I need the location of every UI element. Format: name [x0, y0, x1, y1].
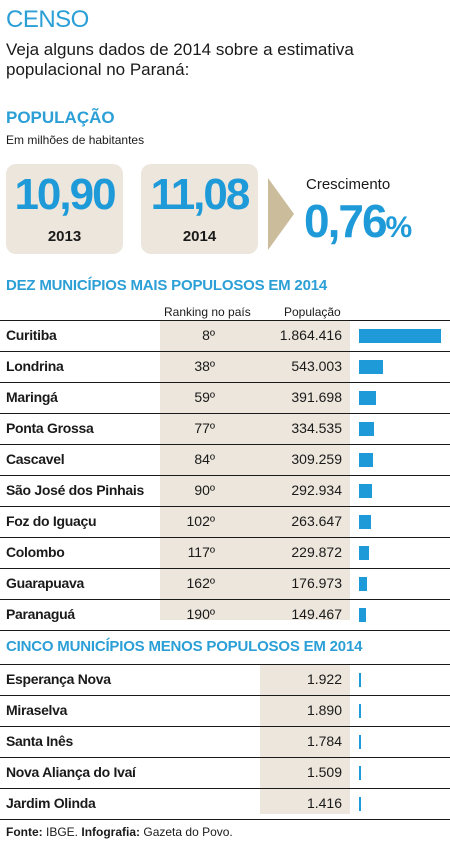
- bottom-table: Esperança Nova 1.922 Miraselva 1.890 Santa I…: [0, 664, 450, 820]
- population-value: 391.698: [291, 389, 342, 405]
- bottom-table-title: CINCO MUNICÍPIOS MENOS POPULOSOS EM 2014: [6, 638, 363, 655]
- stat-year: 2014: [182, 228, 217, 245]
- population-bar: [359, 735, 361, 749]
- population-bar: [359, 546, 370, 560]
- population-value: 1.922: [306, 671, 342, 687]
- table-row: Jardim Olinda 1.416: [0, 789, 450, 820]
- table-row: Colombo 117º 229.872: [0, 538, 450, 569]
- ranking-value: 8º: [202, 327, 215, 343]
- stat-value: 10,90: [14, 170, 116, 219]
- municipality-name: Jardim Olinda: [6, 795, 96, 811]
- population-bar: [359, 453, 373, 467]
- population-bar: [359, 391, 377, 405]
- municipality-name: Londrina: [6, 358, 64, 374]
- source-label: Fonte:: [6, 825, 43, 839]
- population-value: 1.890: [306, 702, 342, 718]
- intro-text: Veja alguns dados de 2014 sobre a estima…: [6, 40, 354, 79]
- stat-box-2014: 11,08 2014: [141, 164, 258, 254]
- ranking-value: 38º: [194, 358, 215, 374]
- municipality-name: Guarapuava: [6, 575, 84, 591]
- population-value: 1.784: [306, 733, 342, 749]
- ranking-value: 102º: [186, 513, 215, 529]
- table-row: Santa Inês 1.784: [0, 727, 450, 758]
- population-bar: [359, 360, 383, 374]
- population-value: 309.259: [291, 451, 342, 467]
- ranking-value: 90º: [194, 482, 215, 498]
- top-table-title: DEZ MUNICÍPIOS MAIS POPULOSOS EM 2014: [6, 277, 327, 294]
- municipality-name: Curitiba: [6, 327, 57, 343]
- section-tag: CENSO: [6, 6, 89, 33]
- population-bar: [359, 797, 361, 811]
- table-shade: [160, 320, 350, 620]
- table-row: Curitiba 8º 1.864.416: [0, 320, 450, 352]
- stat-value: 11,08: [150, 170, 251, 219]
- population-title: POPULAÇÃO: [6, 108, 115, 127]
- population-value: 229.872: [291, 544, 342, 560]
- credit-value: Gazeta do Povo.: [143, 825, 233, 839]
- stat-box-2013: 10,90 2013: [6, 164, 123, 254]
- table-row: Paranaguá 190º 149.467: [0, 600, 450, 631]
- table-row: São José dos Pinhais 90º 292.934: [0, 476, 450, 507]
- population-value: 292.934: [291, 482, 342, 498]
- municipality-name: Ponta Grossa: [6, 420, 94, 436]
- municipality-name: Nova Aliança do Ivaí: [6, 764, 136, 780]
- population-bar: [359, 329, 441, 343]
- credit-label: Infografia:: [81, 825, 141, 839]
- ranking-value: 77º: [194, 420, 215, 436]
- population-value: 176.973: [291, 575, 342, 591]
- population-value: 1.509: [306, 764, 342, 780]
- growth-unit: %: [385, 211, 413, 244]
- ranking-value: 117º: [187, 544, 215, 560]
- population-bar: [359, 673, 361, 687]
- table-row: Foz do Iguaçu 102º 263.647: [0, 507, 450, 538]
- municipality-name: Miraselva: [6, 702, 68, 718]
- table-row: Ponta Grossa 77º 334.535: [0, 414, 450, 445]
- col-header-ranking: Ranking no país: [164, 305, 251, 319]
- growth-label: Crescimento: [306, 176, 391, 193]
- growth-number: 0,76: [304, 195, 388, 247]
- municipality-name: Maringá: [6, 389, 58, 405]
- table-row: Miraselva 1.890: [0, 696, 450, 727]
- population-value: 1.864.416: [279, 327, 342, 343]
- municipality-name: Paranaguá: [6, 606, 75, 622]
- municipality-name: Cascavel: [6, 451, 65, 467]
- table-row: Londrina 38º 543.003: [0, 352, 450, 383]
- ranking-value: 84º: [194, 451, 215, 467]
- table-shade: [260, 664, 350, 814]
- population-bar: [359, 422, 374, 436]
- ranking-value: 162º: [186, 575, 215, 591]
- population-value: 543.003: [291, 358, 342, 374]
- population-bar: [359, 608, 366, 622]
- arrow-right-icon: [268, 178, 294, 250]
- ranking-value: 190º: [186, 606, 215, 622]
- population-value: 263.647: [291, 513, 342, 529]
- stat-year: 2013: [47, 228, 82, 245]
- population-bar: [359, 484, 372, 498]
- population-value: 1.416: [306, 795, 342, 811]
- municipality-name: São José dos Pinhais: [6, 482, 144, 498]
- municipality-name: Esperança Nova: [6, 671, 111, 687]
- source-value: IBGE.: [46, 825, 79, 839]
- population-value: 149.467: [291, 606, 342, 622]
- table-row: Cascavel 84º 309.259: [0, 445, 450, 476]
- table-row: Nova Aliança do Ivaí 1.509: [0, 758, 450, 789]
- top-table: Curitiba 8º 1.864.416 Londrina 38º 543.003 Mar…: [0, 320, 450, 631]
- population-bar: [359, 704, 361, 718]
- population-subtitle: Em milhões de habitantes: [6, 133, 145, 147]
- municipality-name: Santa Inês: [6, 733, 74, 749]
- table-row: Esperança Nova 1.922: [0, 664, 450, 696]
- population-value: 334.535: [291, 420, 342, 436]
- ranking-value: 59º: [194, 389, 215, 405]
- table-row: Guarapuava 162º 176.973: [0, 569, 450, 600]
- population-bar: [359, 766, 361, 780]
- population-bar: [359, 515, 371, 529]
- growth-value: 0,76%: [304, 194, 413, 248]
- source-credit: Fonte: IBGE. Infografia: Gazeta do Povo.: [6, 825, 233, 839]
- population-bar: [359, 577, 367, 591]
- table-row: Maringá 59º 391.698: [0, 383, 450, 414]
- municipality-name: Foz do Iguaçu: [6, 513, 97, 529]
- col-header-population: População: [284, 305, 341, 319]
- municipality-name: Colombo: [6, 544, 65, 560]
